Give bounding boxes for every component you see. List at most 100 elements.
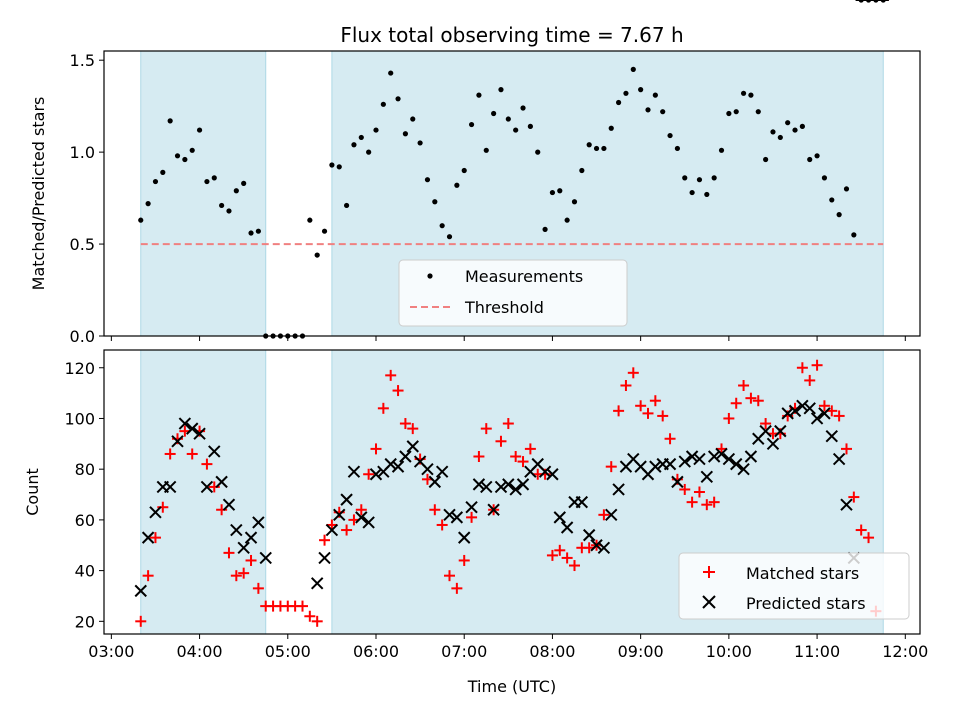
measurement-point [138,217,144,223]
measurement-point [807,156,813,163]
measurement-point [652,92,658,98]
predicted-star-point [487,503,500,516]
predicted-star-point [612,483,625,496]
y-tick-label: 60 [75,511,95,530]
measurement-point [704,191,710,198]
measurement-point [726,110,732,117]
measurement-point [601,145,607,152]
measurement-point [586,142,592,148]
measurement-point [204,178,210,185]
measurement-point [417,140,423,146]
measurement-point [696,177,703,183]
predicted-star-point [134,584,147,598]
predicted-star-point [832,452,846,466]
ratio-x-ticks [110,336,906,341]
measurement-point [152,178,159,185]
predicted-star-point [796,399,809,412]
measurement-point [410,116,416,122]
y-tick-label: 0.5 [70,235,95,254]
matched-star-point [304,610,316,622]
predicted-star-points [134,0,889,598]
matched-star-point [752,395,764,407]
measurement-point [549,189,556,196]
predicted-star-point [502,478,515,491]
predicted-star-point [803,402,816,415]
matched-star-point [341,524,353,536]
measurement-point [615,99,622,106]
y-tick-label: 80 [75,460,95,479]
measurement-point [557,188,563,194]
predicted-star-point [678,455,691,468]
matched-star-point [436,519,448,531]
matched-star-point [524,443,536,455]
predicted-star-point [759,424,772,438]
matched-star-point [561,552,573,564]
matched-star-point [818,400,830,412]
y-tick-label: 1.5 [70,51,95,70]
matched-star-point [833,410,845,422]
legend-predicted-marker [702,595,716,609]
count-panel: 20 40 60 80 100 120 03:00 04:00 05:00 06:00 07:00… [23,0,928,661]
predicted-star-point [538,465,552,478]
matched-star-point [804,374,816,386]
measurement-point [424,177,431,183]
predicted-star-point [399,450,412,463]
measurement-point [733,109,739,115]
predicted-star-point [178,417,192,430]
x-axis-label: Time (UTC) [467,677,556,696]
measurement-point [711,175,717,181]
measurement-point [454,182,460,188]
matched-star-point [429,504,441,516]
matched-star-point [848,491,860,503]
matched-star-point [796,362,808,374]
matched-star-point [627,367,639,379]
measurement-point [630,66,636,72]
legend-measurements-marker [427,273,433,279]
predicted-star-point [472,478,486,491]
matched-star-point [613,405,625,417]
y-tick-label: 0.0 [70,327,95,346]
predicted-star-point [722,452,736,466]
matched-star-point [686,496,698,508]
matched-star-point [480,423,492,435]
ratio-panel: 0.0 0.5 1.0 1.5 Matched/Predicted stars Mea… [29,0,921,346]
matched-star-point [238,567,250,579]
predicted-star-point [406,440,419,453]
measurement-point [174,153,181,159]
predicted-star-point [766,437,780,451]
matched-star-point [451,582,463,594]
predicted-star-point [575,495,589,509]
ratio-plot-frame [103,50,921,337]
measurement-point [233,188,239,194]
measurement-point [748,92,754,98]
matched-star-point [605,461,617,473]
predicted-star-point [494,480,508,494]
predicted-star-point [560,521,574,534]
measurement-point [366,149,372,155]
predicted-star-point [171,435,184,448]
ratio-legend-box [398,259,628,327]
legend-measurements-label: Measurements [465,267,583,286]
matched-star-point [517,456,529,468]
predicted-star-point [582,528,596,542]
predicted-star-point [149,506,162,519]
matched-star-point [377,402,389,414]
predicted-star-point [480,480,493,494]
predicted-star-point [737,462,750,476]
x-tick-label: 12:00 [882,642,928,661]
predicted-star-point [516,478,530,491]
matched-star-point [223,547,235,559]
matched-star-point [296,600,308,612]
matched-star-point [730,397,742,409]
measurement-point [351,142,357,148]
x-tick-label: 09:00 [618,642,664,661]
measurement-point [843,186,850,192]
predicted-star-point [340,493,353,506]
predicted-star-point [208,445,221,458]
measurement-point [513,127,519,133]
measurement-point [829,197,835,203]
predicted-star-point [355,511,368,524]
matched-star-point [385,369,397,381]
predicted-star-point [435,465,449,478]
measurement-point [314,252,320,258]
